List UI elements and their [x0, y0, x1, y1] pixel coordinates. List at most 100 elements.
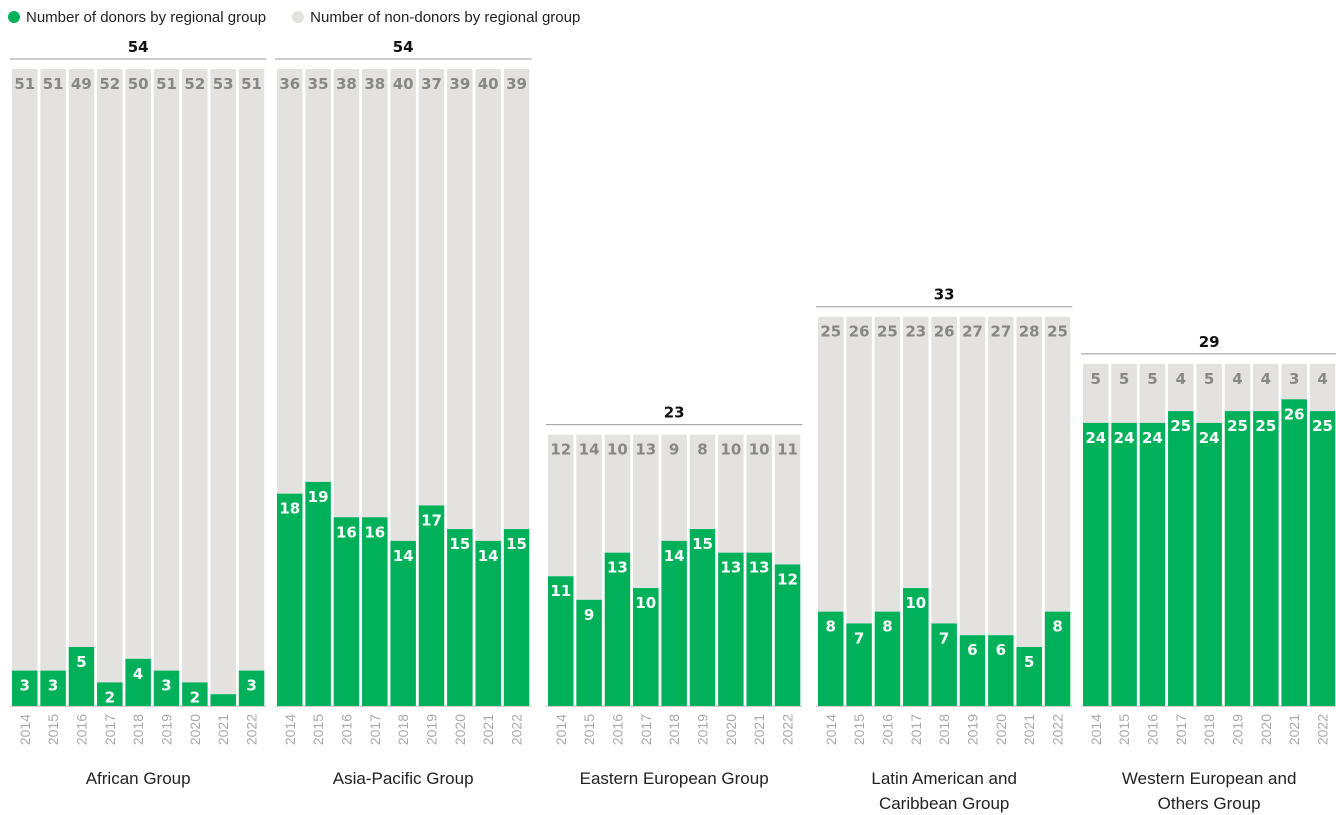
donor-value-label: 3	[20, 677, 30, 695]
year-tick-label: 2021	[215, 714, 231, 745]
donor-value-label: 3	[161, 677, 171, 695]
non-donor-value-label: 5	[1147, 370, 1157, 388]
non-donor-value-label: 53	[213, 75, 234, 93]
year-tick-label: 2022	[780, 714, 796, 745]
bar-non-donors	[846, 316, 872, 624]
bar-donors	[447, 529, 473, 706]
donor-value-label: 3	[48, 677, 58, 695]
year-tick-label: 2015	[45, 714, 61, 745]
bar-donors	[1168, 411, 1194, 706]
non-donor-value-label: 51	[241, 75, 262, 93]
non-donor-value-label: 28	[1019, 323, 1040, 341]
year-tick-label: 2014	[282, 714, 298, 745]
bar-non-donors	[988, 316, 1014, 636]
non-donor-value-label: 10	[749, 441, 770, 459]
year-tick-label: 2020	[452, 714, 468, 745]
year-tick-label: 2017	[1173, 714, 1189, 745]
legend-swatch-non-donors	[292, 11, 305, 23]
bar-non-donors	[548, 434, 574, 577]
donor-value-label: 14	[393, 547, 414, 565]
bar-non-donors	[1016, 316, 1042, 648]
year-tick-label: 2015	[310, 714, 326, 745]
group-total-label: 29	[1199, 333, 1220, 351]
year-tick-label: 2021	[751, 714, 767, 745]
group-total-label: 33	[934, 286, 955, 304]
non-donor-value-label: 27	[962, 323, 983, 341]
non-donor-value-label: 5	[1119, 370, 1129, 388]
non-donor-value-label: 40	[393, 75, 414, 93]
non-donor-value-label: 38	[336, 75, 357, 93]
year-tick-label: 2016	[338, 714, 354, 745]
year-tick-label: 2015	[1116, 714, 1132, 745]
donor-value-label: 10	[635, 594, 656, 612]
bar-non-donors	[874, 316, 901, 612]
year-tick-label: 2018	[130, 714, 146, 745]
donor-value-label: 14	[478, 547, 499, 565]
legend-item-non-donors: Number of non-donors by regional group	[292, 9, 580, 26]
bar-non-donors	[1196, 363, 1222, 423]
bar-non-donors	[633, 434, 659, 589]
donor-value-label: 24	[1142, 429, 1163, 447]
year-tick-label: 2014	[17, 714, 33, 745]
donor-value-label: 11	[550, 582, 571, 600]
group-total-label: 54	[128, 38, 149, 56]
bar-non-donors	[689, 434, 716, 530]
bar-donors	[1111, 422, 1137, 706]
bar-non-donors	[97, 69, 123, 683]
donor-value-label: 8	[882, 618, 892, 636]
group-name-label: Western European and	[1122, 769, 1297, 788]
donor-value-label: 14	[664, 547, 685, 565]
non-donor-value-label: 37	[421, 75, 442, 93]
donor-value-label: 4	[133, 665, 143, 683]
bar-non-donors	[40, 69, 66, 671]
donor-value-label: 17	[421, 511, 442, 529]
non-donor-value-label: 25	[1047, 323, 1068, 341]
bar-non-donors	[661, 434, 687, 541]
legend-label-donors: Number of donors by regional group	[26, 8, 267, 26]
year-tick-label: 2016	[879, 714, 895, 745]
donor-value-label: 8	[1052, 618, 1062, 636]
non-donor-value-label: 36	[279, 75, 300, 93]
legend-swatch-donors	[8, 11, 20, 23]
bar-non-donors	[718, 434, 744, 553]
bar-non-donors	[333, 69, 360, 518]
bar-non-donors	[447, 69, 473, 530]
bar-donors	[210, 694, 236, 706]
bar-donors	[548, 576, 574, 706]
donor-value-label: 25	[1312, 417, 1333, 435]
year-tick-label: 2015	[851, 714, 867, 745]
non-donor-value-label: 8	[697, 441, 707, 459]
year-tick-label: 2021	[1021, 714, 1037, 745]
bar-non-donors	[604, 434, 631, 553]
donor-value-label: 15	[506, 535, 527, 553]
bar-donors	[1281, 399, 1307, 706]
year-tick-label: 2017	[908, 714, 924, 745]
bar-donors	[503, 529, 530, 706]
donor-value-label: 25	[1227, 417, 1248, 435]
bar-donors	[12, 670, 38, 706]
non-donor-value-label: 12	[550, 441, 571, 459]
donor-value-label: 12	[777, 570, 798, 588]
bar-non-donors	[1281, 363, 1307, 400]
group-name-label: Caribbean Group	[879, 794, 1009, 813]
group-name-label: Asia-Pacific Group	[333, 769, 474, 788]
bar-donors	[718, 552, 744, 706]
donor-value-label: 3	[246, 677, 256, 695]
bar-donors	[931, 623, 957, 706]
group-total-label: 54	[393, 38, 414, 56]
non-donor-value-label: 49	[71, 75, 92, 93]
year-tick-label: 2014	[1088, 714, 1104, 745]
year-tick-label: 2014	[823, 714, 839, 745]
bar-non-donors	[1309, 363, 1336, 412]
bar-donors	[333, 517, 360, 706]
bar-non-donors	[238, 69, 265, 671]
year-tick-label: 2019	[695, 714, 711, 745]
bar-donors	[1196, 422, 1222, 706]
bar-donors	[68, 647, 95, 706]
donor-value-label: 2	[190, 688, 200, 706]
non-donor-value-label: 4	[1176, 370, 1186, 388]
non-donor-value-label: 25	[877, 323, 898, 341]
bar-non-donors	[931, 316, 957, 624]
year-tick-label: 2014	[553, 714, 569, 745]
